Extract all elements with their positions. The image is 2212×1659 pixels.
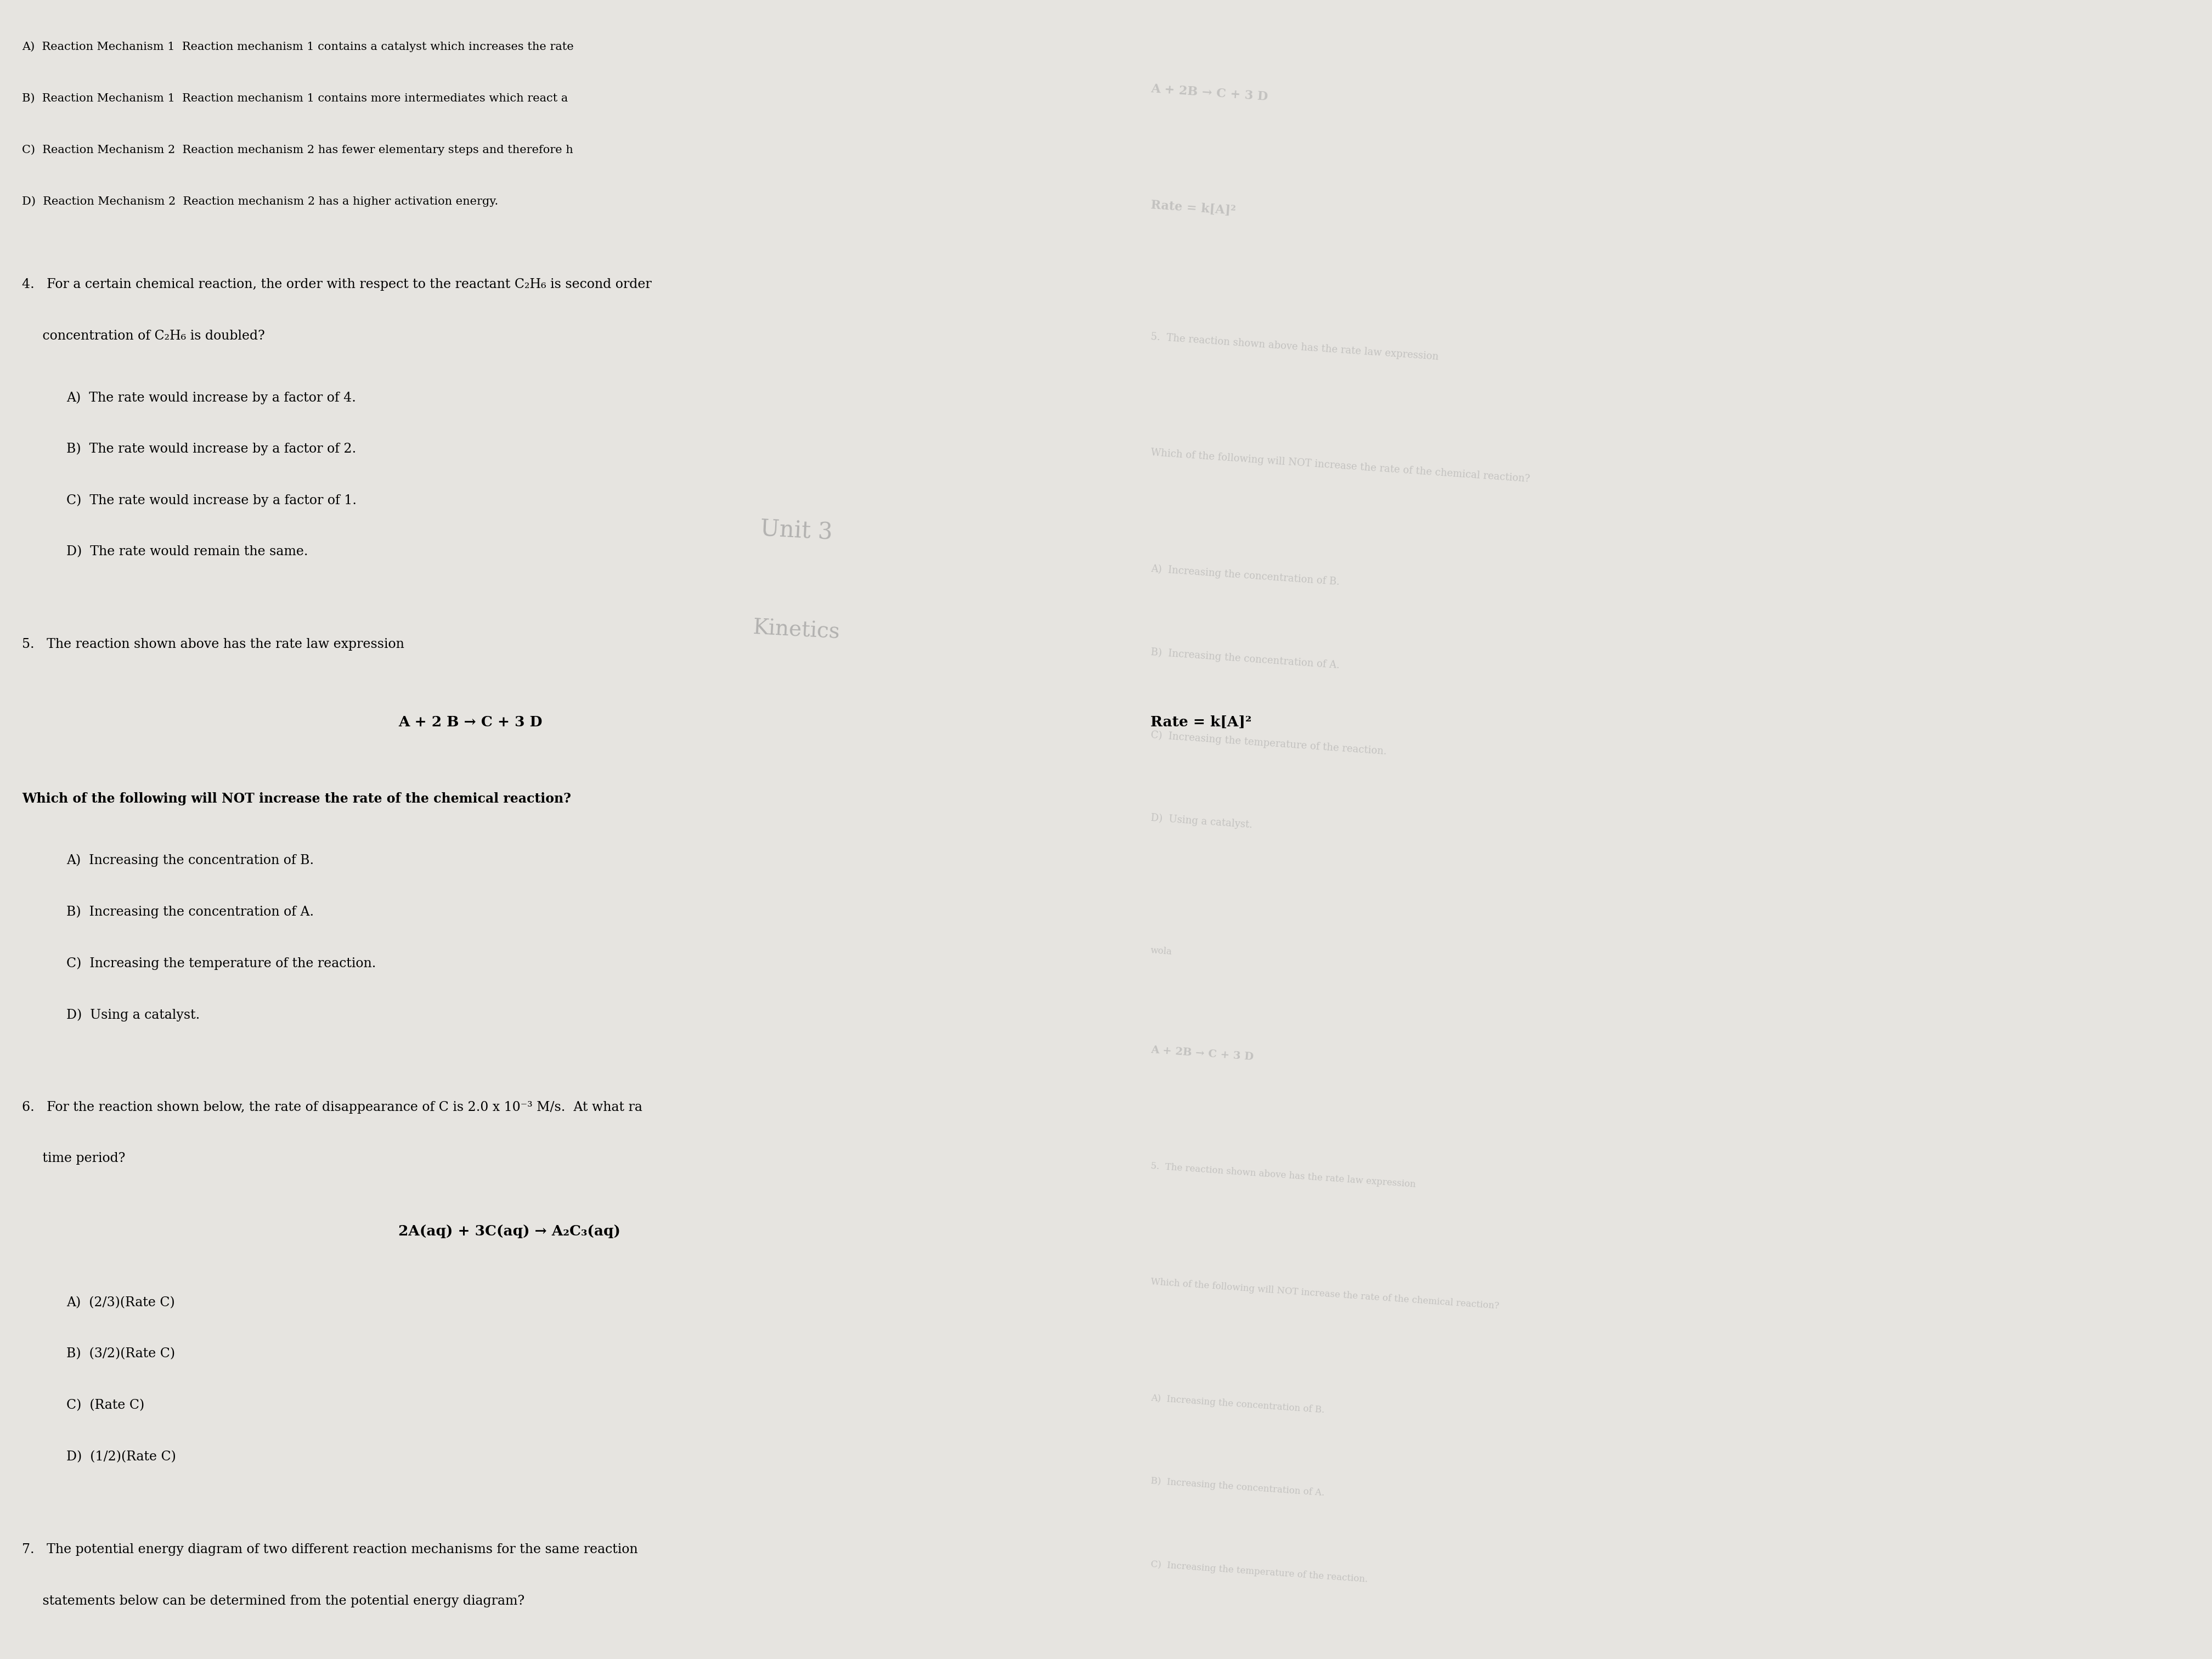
Text: A)  Reaction Mechanism 1  Reaction mechanism 1 contains a catalyst which increas: A) Reaction Mechanism 1 Reaction mechani… (22, 41, 573, 53)
Text: B)  Increasing the concentration of A.: B) Increasing the concentration of A. (1150, 1477, 1325, 1498)
Text: time period?: time period? (22, 1153, 126, 1165)
Text: 5.  The reaction shown above has the rate law expression: 5. The reaction shown above has the rate… (1150, 1161, 1416, 1190)
Text: 7.   The potential energy diagram of two different reaction mechanisms for the s: 7. The potential energy diagram of two d… (22, 1543, 637, 1556)
Text: C)  Increasing the temperature of the reaction.: C) Increasing the temperature of the rea… (1150, 1559, 1367, 1584)
Text: C)  Increasing the temperature of the reaction.: C) Increasing the temperature of the rea… (1150, 730, 1387, 757)
Text: B)  (3/2)(Rate C): B) (3/2)(Rate C) (66, 1347, 175, 1360)
Text: D)  (1/2)(Rate C): D) (1/2)(Rate C) (66, 1450, 177, 1463)
Text: Rate = k[A]²: Rate = k[A]² (1150, 715, 1252, 728)
Text: C)  The rate would increase by a factor of 1.: C) The rate would increase by a factor o… (66, 494, 356, 508)
Text: A)  Increasing the concentration of B.: A) Increasing the concentration of B. (66, 854, 314, 868)
Text: Which of the following will NOT increase the rate of the chemical reaction?: Which of the following will NOT increase… (1150, 448, 1531, 484)
Text: B)  Increasing the concentration of A.: B) Increasing the concentration of A. (1150, 647, 1340, 670)
Text: 5.  The reaction shown above has the rate law expression: 5. The reaction shown above has the rate… (1150, 332, 1438, 362)
Text: Rate = k[A]²: Rate = k[A]² (1150, 199, 1237, 217)
Text: C)  Increasing the temperature of the reaction.: C) Increasing the temperature of the rea… (66, 957, 376, 971)
Text: Which of the following will NOT increase the rate of the chemical reaction?: Which of the following will NOT increase… (22, 793, 571, 806)
Text: B)  The rate would increase by a factor of 2.: B) The rate would increase by a factor o… (66, 443, 356, 456)
Text: Unit 3: Unit 3 (759, 518, 834, 544)
Text: D)  Using a catalyst.: D) Using a catalyst. (66, 1009, 199, 1022)
Text: wola: wola (1150, 946, 1172, 957)
Text: A)  The rate would increase by a factor of 4.: A) The rate would increase by a factor o… (66, 392, 356, 405)
Text: 4.   For a certain chemical reaction, the order with respect to the reactant C₂H: 4. For a certain chemical reaction, the … (22, 279, 653, 290)
Text: 6.   For the reaction shown below, the rate of disappearance of C is 2.0 x 10⁻³ : 6. For the reaction shown below, the rat… (22, 1102, 641, 1113)
Text: Kinetics: Kinetics (752, 619, 841, 642)
Text: A)  (2/3)(Rate C): A) (2/3)(Rate C) (66, 1296, 175, 1309)
Text: A)  Increasing the concentration of B.: A) Increasing the concentration of B. (1150, 1394, 1325, 1415)
Text: statements below can be determined from the potential energy diagram?: statements below can be determined from … (22, 1594, 524, 1608)
Text: A)  Increasing the concentration of B.: A) Increasing the concentration of B. (1150, 564, 1340, 587)
Text: A + 2B → C + 3 D: A + 2B → C + 3 D (1150, 83, 1267, 103)
Text: A + 2 B → C + 3 D: A + 2 B → C + 3 D (398, 715, 542, 728)
Text: A + 2B → C + 3 D: A + 2B → C + 3 D (1150, 1045, 1254, 1062)
Text: D)  Using a catalyst.: D) Using a catalyst. (1150, 813, 1252, 830)
Text: D)  The rate would remain the same.: D) The rate would remain the same. (66, 546, 307, 557)
Text: D)  Reaction Mechanism 2  Reaction mechanism 2 has a higher activation energy.: D) Reaction Mechanism 2 Reaction mechani… (22, 196, 498, 207)
Text: 5.   The reaction shown above has the rate law expression: 5. The reaction shown above has the rate… (22, 639, 405, 650)
Text: B)  Increasing the concentration of A.: B) Increasing the concentration of A. (66, 906, 314, 919)
Text: 2A(aq) + 3C(aq) → A₂C₃(aq): 2A(aq) + 3C(aq) → A₂C₃(aq) (398, 1224, 619, 1238)
Text: Which of the following will NOT increase the rate of the chemical reaction?: Which of the following will NOT increase… (1150, 1277, 1500, 1311)
Text: B)  Reaction Mechanism 1  Reaction mechanism 1 contains more intermediates which: B) Reaction Mechanism 1 Reaction mechani… (22, 93, 568, 103)
Text: C)  (Rate C): C) (Rate C) (66, 1399, 144, 1412)
Text: C)  Reaction Mechanism 2  Reaction mechanism 2 has fewer elementary steps and th: C) Reaction Mechanism 2 Reaction mechani… (22, 144, 573, 156)
Text: concentration of C₂H₆ is doubled?: concentration of C₂H₆ is doubled? (22, 330, 265, 342)
